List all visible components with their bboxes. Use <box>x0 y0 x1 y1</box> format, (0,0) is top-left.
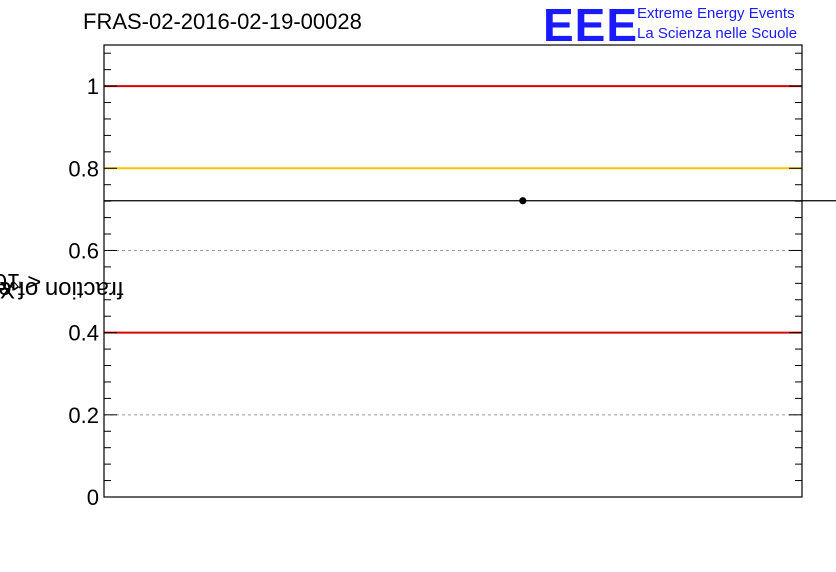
y-tick-label: 0.4 <box>68 321 99 346</box>
y-tick-label: 0 <box>87 485 99 510</box>
axes: 00.20.40.60.8119/02/1606:10:0019/02/1606… <box>68 45 802 510</box>
data-points <box>104 197 836 205</box>
plot-title: FRAS-02-2016-02-19-00028 <box>83 9 362 34</box>
y-tick-label: 1 <box>87 74 99 99</box>
logo-line-2: La Scienza nelle Scuole <box>637 25 798 42</box>
y-tick-label: 0.8 <box>68 156 99 181</box>
y-tick-label: 0.6 <box>68 238 99 263</box>
plot-frame <box>103 44 803 498</box>
logo-line-1: Extreme Energy Events <box>637 5 795 22</box>
eee-logo: EEE <box>543 0 639 51</box>
reference-lines <box>104 85 802 334</box>
data-point <box>519 197 527 205</box>
y-tick-label: 0.2 <box>68 403 99 428</box>
grid-lines <box>104 85 802 416</box>
